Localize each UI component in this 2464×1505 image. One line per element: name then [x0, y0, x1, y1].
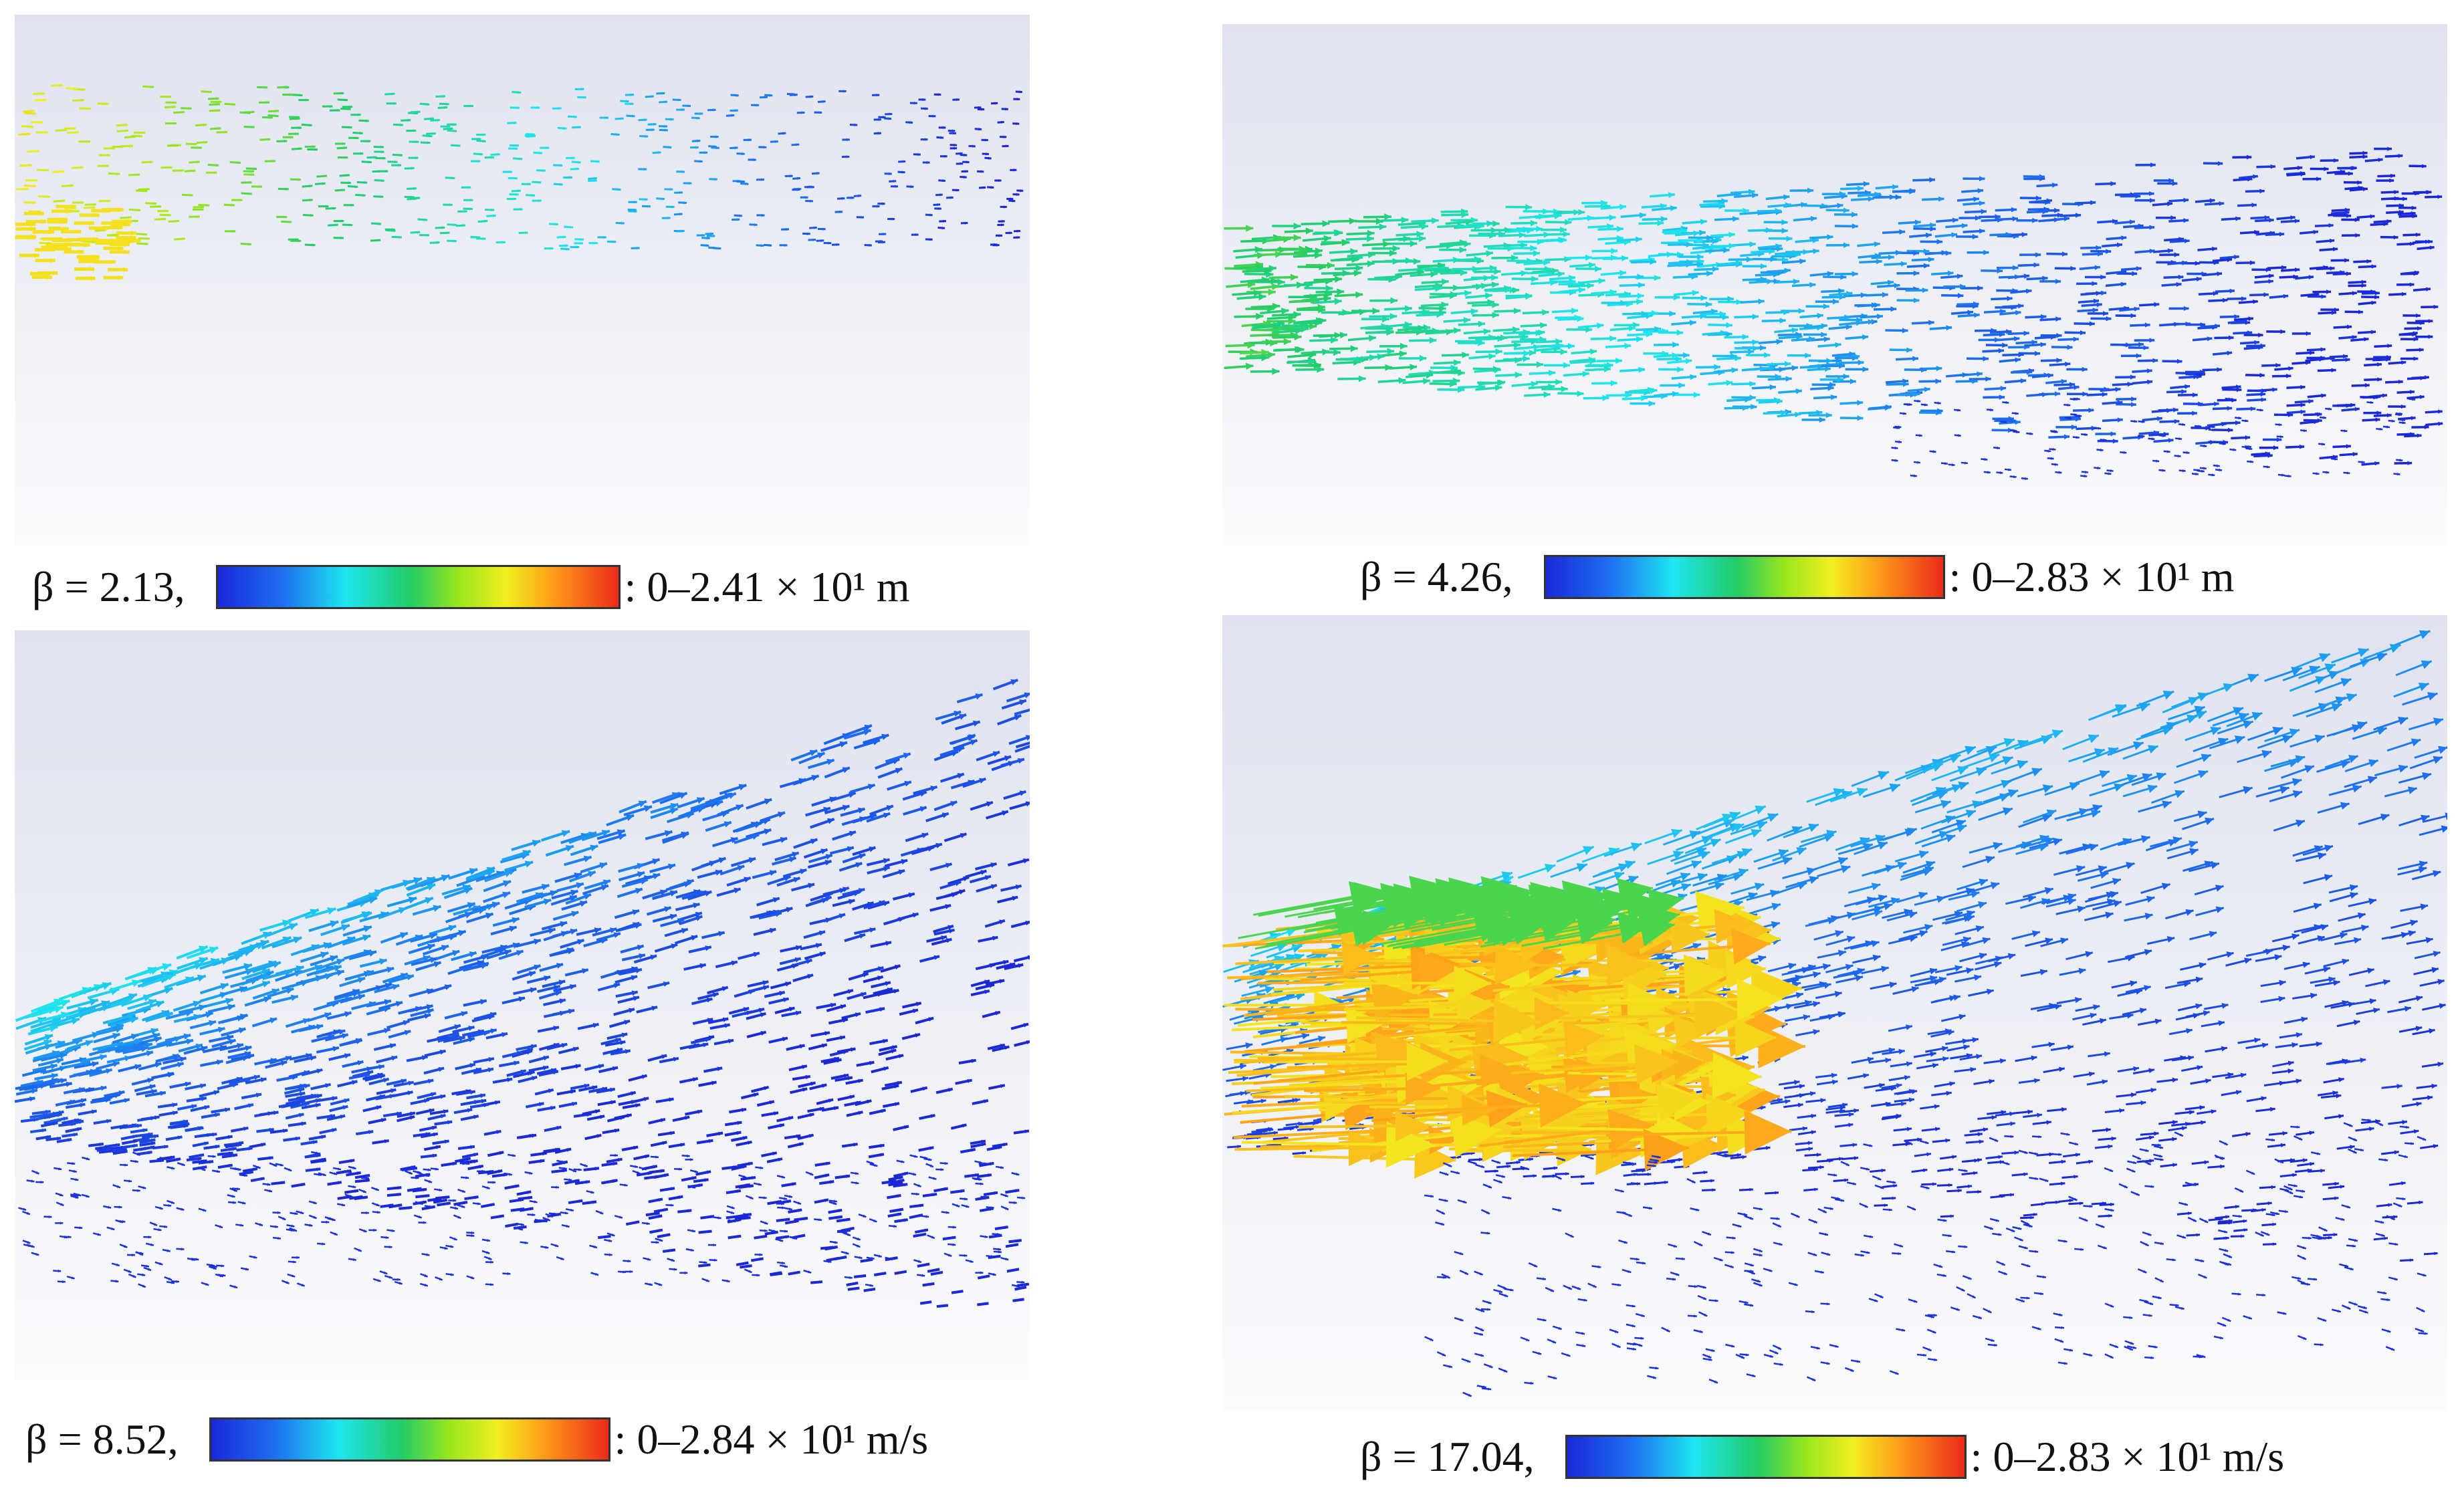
range-label-4: : 0–2.83 × 10¹ m/s: [1970, 1433, 2285, 1480]
vector-field-2: [1224, 146, 2443, 480]
beta-label-3: β = 8.52,: [25, 1415, 179, 1463]
range-label-1: : 0–2.41 × 10¹ m: [624, 563, 910, 610]
velocity-vector-plot-4: [1222, 615, 2447, 1411]
colorbar-icon-2: [1543, 555, 1945, 599]
vector-field-1: [15, 84, 1024, 281]
caption-4: β = 17.04, : 0–2.83 × 10¹ m/s: [1360, 1420, 2284, 1494]
beta-label-2: β = 4.26,: [1360, 553, 1513, 600]
range-label-2: : 0–2.83 × 10¹ m: [1948, 553, 2235, 600]
vector-field-3: [15, 679, 1030, 1308]
colorbar-icon-4: [1565, 1435, 1967, 1479]
colorbar-icon-3: [209, 1417, 610, 1462]
velocity-vector-plot-3: [15, 630, 1030, 1381]
caption-1: β = 2.13, : 0–2.41 × 10¹ m: [32, 550, 910, 624]
beta-label-4: β = 17.04,: [1360, 1433, 1535, 1480]
beta-label-1: β = 2.13,: [32, 563, 185, 610]
caption-3: β = 8.52, : 0–2.84 × 10¹ m/s: [25, 1403, 928, 1476]
velocity-vector-plot-2: [1222, 24, 2447, 546]
vector-field-4: [1222, 630, 2447, 1397]
range-label-3: : 0–2.84 × 10¹ m/s: [614, 1415, 929, 1463]
colorbar-icon-1: [215, 565, 621, 609]
caption-2: β = 4.26, : 0–2.83 × 10¹ m: [1360, 540, 2235, 614]
velocity-vector-plot-1: [15, 15, 1030, 546]
